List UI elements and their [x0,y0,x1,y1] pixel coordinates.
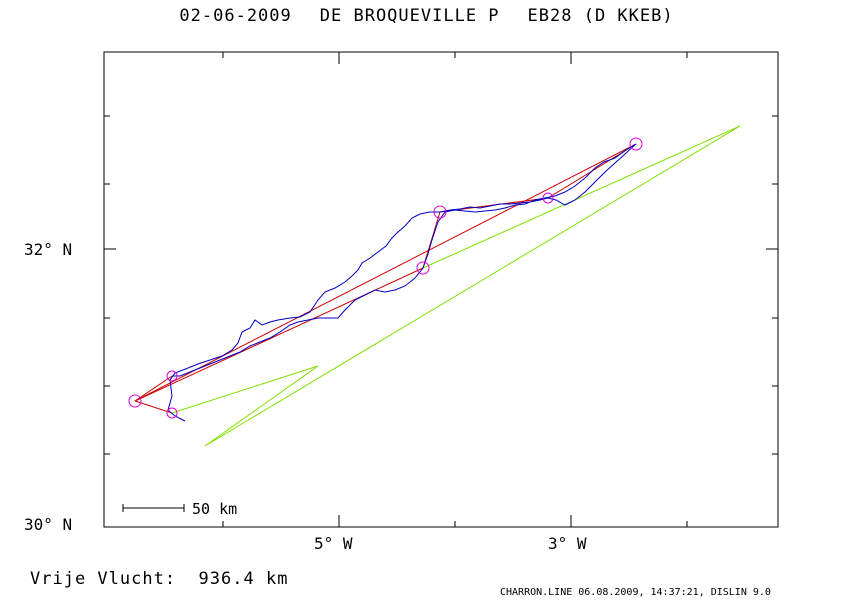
turnpoint-middle [416,261,430,275]
distance-value: 936.4 km [198,569,289,589]
y-label-30n: 30° N [24,515,72,534]
pilot-name: DE BROQUEVILLE P [319,6,500,26]
x-ticks-top [222,52,688,64]
green-route-line [171,125,741,447]
distance-summary: Vrije Vlucht: 936.4 km [30,569,288,589]
plot-frame [103,51,779,528]
task-legs [134,143,637,414]
x-ticks-bottom [222,515,688,527]
generator-info: CHARRON.LINE 06.08.2009, 14:37:21, DISLI… [500,587,771,598]
turnpoint-sw-low [166,407,178,419]
y-label-32n: 32° N [24,240,72,259]
turnpoint-east [629,137,643,151]
scale-bar [122,504,185,512]
distance-label: Vrije Vlucht: [30,569,177,589]
scale-bar-label: 50 km [192,500,237,518]
y-ticks-left [104,115,116,455]
turnpoints [128,137,643,419]
x-label-5w: 5° W [314,534,353,553]
y-ticks-right [766,115,778,455]
turnpoint-northeast [542,192,554,204]
flight-date: 02-06-2009 [179,6,292,26]
glider-id: EB28 (D KKEB) [527,6,674,26]
x-label-3w: 3° W [548,534,587,553]
turnpoint-start [128,394,142,408]
chart-title: 02-06-2009 DE BROQUEVILLE P EB28 (D KKEB) [0,6,853,26]
turnpoint-sw-high [166,370,178,382]
turnpoint-north [433,205,447,219]
flight-track [167,143,637,422]
